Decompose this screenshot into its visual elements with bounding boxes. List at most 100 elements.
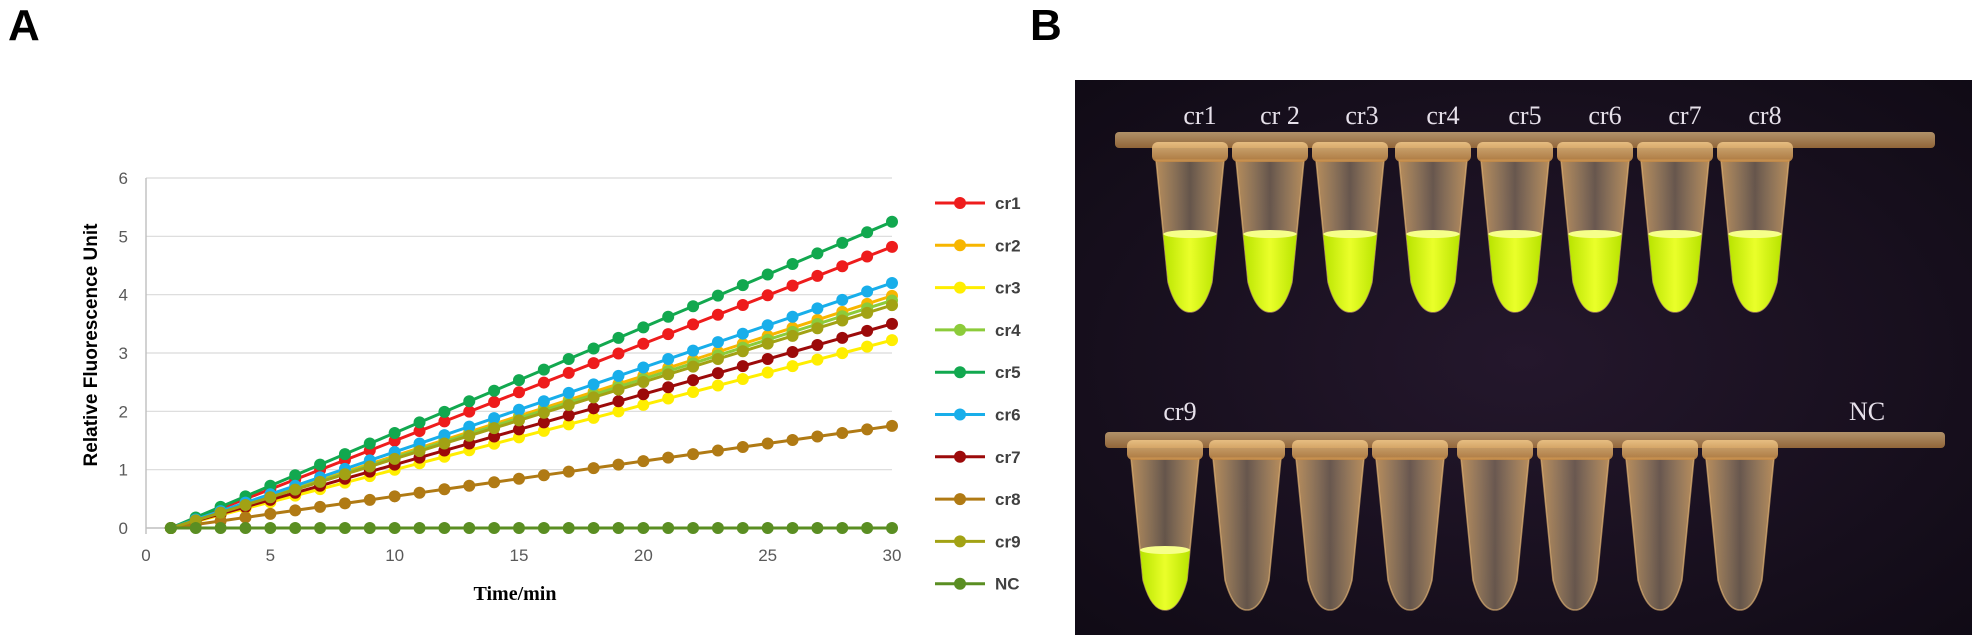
data-point [786, 310, 799, 323]
legend-item: cr4 [935, 321, 1021, 340]
data-point [587, 357, 600, 370]
y-tick-label: 0 [119, 519, 128, 538]
data-point [413, 486, 426, 499]
series-cr1 [164, 240, 898, 534]
data-point [861, 285, 874, 298]
data-point [886, 277, 898, 289]
data-point [687, 522, 700, 534]
data-point [612, 369, 625, 382]
data-point [264, 507, 277, 520]
data-point [537, 424, 550, 437]
data-point [711, 308, 724, 321]
series-layer [164, 215, 898, 534]
data-point [363, 460, 376, 473]
legend-label: cr5 [995, 363, 1021, 382]
legend-item: cr3 [935, 279, 1021, 298]
data-point [861, 522, 874, 534]
data-point [537, 406, 550, 419]
data-point [886, 522, 898, 534]
series-cr5 [164, 215, 898, 534]
data-point [214, 522, 227, 534]
legend-item: cr6 [935, 406, 1021, 425]
data-point [836, 347, 849, 360]
tube-label: cr4 [1426, 101, 1459, 130]
data-point [711, 522, 724, 534]
series-line [170, 338, 893, 530]
data-point [861, 423, 874, 436]
data-point [662, 522, 675, 534]
data-point [786, 345, 799, 358]
data-point [463, 429, 476, 442]
data-point [736, 441, 749, 454]
tube-fluorescent [1557, 142, 1633, 313]
data-point [488, 412, 501, 425]
data-point [736, 373, 749, 386]
data-point [886, 317, 898, 330]
data-point [338, 522, 351, 534]
data-point [886, 334, 898, 347]
data-point [811, 322, 824, 335]
y-axis-title: Relative Fluorescence Unit [81, 223, 102, 467]
tube-label-cr9: cr9 [1163, 397, 1196, 426]
data-point [338, 497, 351, 510]
fluorescent-liquid [1243, 234, 1297, 312]
data-point [388, 426, 401, 439]
data-point [662, 451, 675, 464]
data-point [513, 403, 525, 416]
data-point [886, 240, 898, 253]
series-line [170, 322, 893, 530]
data-point [587, 391, 600, 404]
data-point [662, 381, 675, 394]
data-point [289, 483, 302, 496]
data-point [612, 347, 625, 360]
data-point [637, 321, 650, 334]
data-point [562, 522, 575, 534]
legend-marker [954, 408, 966, 421]
fluorescent-liquid [1568, 234, 1622, 312]
legend-marker [954, 450, 966, 463]
x-tick-label: 30 [883, 546, 902, 565]
data-point [836, 293, 849, 306]
tube-clear [1537, 440, 1613, 611]
data-point [612, 383, 625, 396]
data-point [687, 385, 700, 398]
y-tick-label: 4 [119, 286, 128, 305]
panel-b-label: B [1030, 1, 1062, 50]
data-point [164, 522, 177, 534]
legend-marker [954, 493, 966, 506]
data-point [413, 522, 426, 534]
y-tick-label: 1 [119, 461, 128, 480]
series-cr9 [164, 299, 898, 534]
legend-item: cr7 [935, 448, 1021, 467]
data-point [836, 314, 849, 327]
data-point [562, 409, 575, 422]
data-point [239, 498, 252, 511]
legend-item: cr5 [935, 363, 1021, 382]
fluorescent-liquid [1163, 234, 1217, 312]
data-point [761, 319, 774, 332]
data-point [761, 268, 774, 281]
data-point [537, 363, 550, 376]
tube-fluorescent [1477, 142, 1553, 313]
data-point [761, 337, 774, 350]
data-point [836, 331, 849, 344]
tube-label: cr1 [1183, 101, 1216, 130]
data-point [513, 386, 525, 399]
data-point [861, 324, 874, 337]
data-point [736, 299, 749, 312]
data-point [314, 522, 327, 534]
series-cr8 [164, 419, 898, 534]
data-point [413, 425, 426, 438]
x-tick-label: 10 [385, 546, 404, 565]
data-point [289, 469, 302, 482]
series-cr3 [164, 334, 898, 534]
data-point [488, 430, 501, 443]
tube-label: cr6 [1588, 101, 1621, 130]
data-point [836, 260, 849, 273]
data-point [637, 398, 650, 411]
data-point [314, 500, 327, 513]
data-point [662, 392, 675, 405]
data-point [761, 289, 774, 302]
data-point [736, 522, 749, 534]
tube-label: cr 2 [1260, 101, 1300, 130]
